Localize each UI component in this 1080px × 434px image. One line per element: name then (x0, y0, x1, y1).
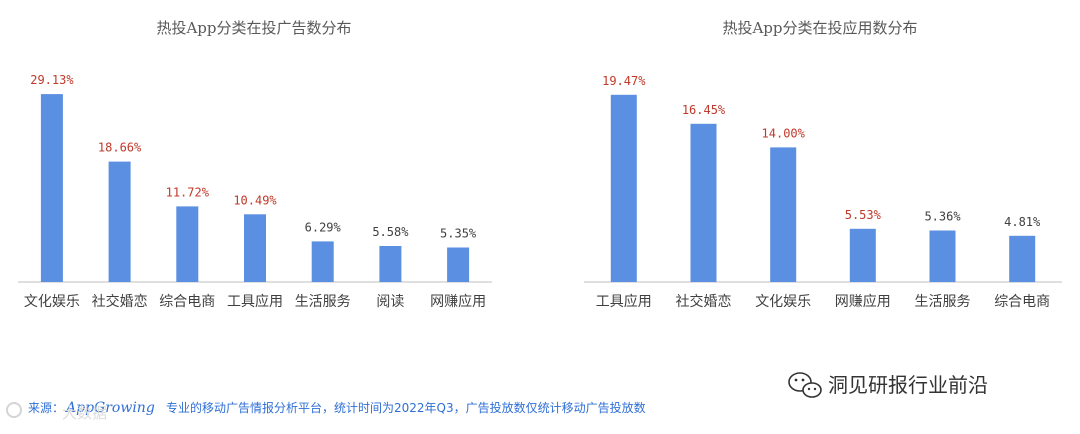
data-label: 16.45% (682, 103, 726, 117)
data-label: 5.58% (372, 225, 409, 239)
category-label: 综合电商 (994, 294, 1050, 310)
category-label: 网赚应用 (430, 293, 486, 310)
bar-2 (690, 123, 717, 282)
chart-title: 热投App分类在投应用数分布 (722, 19, 917, 37)
bar-3 (770, 147, 797, 282)
bar-2 (108, 161, 131, 282)
category-label: 综合电商 (159, 294, 215, 310)
data-label: 10.49% (233, 193, 277, 207)
category-label: 阅读 (376, 293, 404, 310)
source-note: 来源： AppGrowing 专业的移动广告情报分析平台，统计时间为2022年Q… (28, 400, 646, 416)
data-label: 5.53% (845, 208, 882, 222)
bar-5 (929, 230, 956, 282)
category-label: 网赚应用 (835, 293, 891, 310)
bar-6 (1009, 235, 1036, 283)
category-label: 生活服务 (295, 294, 351, 310)
category-label: 文化娱乐 (755, 294, 811, 310)
source-text: 专业的移动广告情报分析平台，统计时间为2022年Q3，广告投放数仅统计移动广告投… (166, 400, 646, 415)
watermark: 洞见研报行业前沿 (788, 372, 988, 398)
source-prefix: 来源： (28, 401, 64, 415)
chart-app-count-distribution: 热投App分类在投应用数分布 19.47% 工具应用 16.45% 社交婚恋 14.00… (584, 19, 1062, 310)
logo-left: 大数据 (6, 402, 107, 422)
data-label: 5.35% (440, 227, 477, 241)
data-label: 6.29% (305, 220, 342, 234)
bar-6 (379, 246, 402, 282)
chart-title: 热投App分类在投广告数分布 (156, 19, 351, 37)
data-label: 18.66% (98, 141, 142, 155)
bar-4 (244, 214, 266, 282)
category-label: 社交婚恋 (676, 293, 732, 310)
data-label: 11.72% (166, 185, 210, 199)
bar-7 (447, 247, 470, 282)
logo-circle-icon (6, 402, 22, 418)
bar-1 (40, 94, 63, 282)
bar-3 (176, 206, 199, 282)
bar-1 (610, 94, 637, 282)
category-label: 社交婚恋 (92, 293, 148, 310)
watermark-text: 洞见研报行业前沿 (828, 373, 988, 397)
chart-ad-count-distribution: 热投App分类在投广告数分布 29.13% 文化娱乐 18.66% 社交婚恋 11.72… (18, 19, 492, 310)
data-label: 5.36% (924, 210, 961, 224)
bar-5 (311, 241, 334, 282)
bars-group: 19.47% 工具应用 16.45% 社交婚恋 14.00% 文化娱乐 5.53% 网赚应用 5… (596, 74, 1050, 310)
category-label: 生活服务 (915, 294, 971, 310)
data-label: 29.13% (30, 73, 74, 87)
data-label: 14.00% (762, 126, 806, 140)
category-label: 工具应用 (596, 293, 652, 310)
logo-left-text: 大数据 (62, 404, 107, 422)
data-label: 19.47% (602, 74, 646, 88)
category-label: 文化娱乐 (24, 294, 80, 310)
bar-4 (849, 228, 876, 282)
category-label: 工具应用 (227, 293, 283, 310)
source-brand: AppGrowing (64, 400, 155, 416)
data-label: 4.81% (1004, 215, 1041, 229)
bars-group: 29.13% 文化娱乐 18.66% 社交婚恋 11.72% 综合电商 10.49% 工具应用… (24, 73, 486, 310)
wechat-icon (788, 372, 822, 398)
